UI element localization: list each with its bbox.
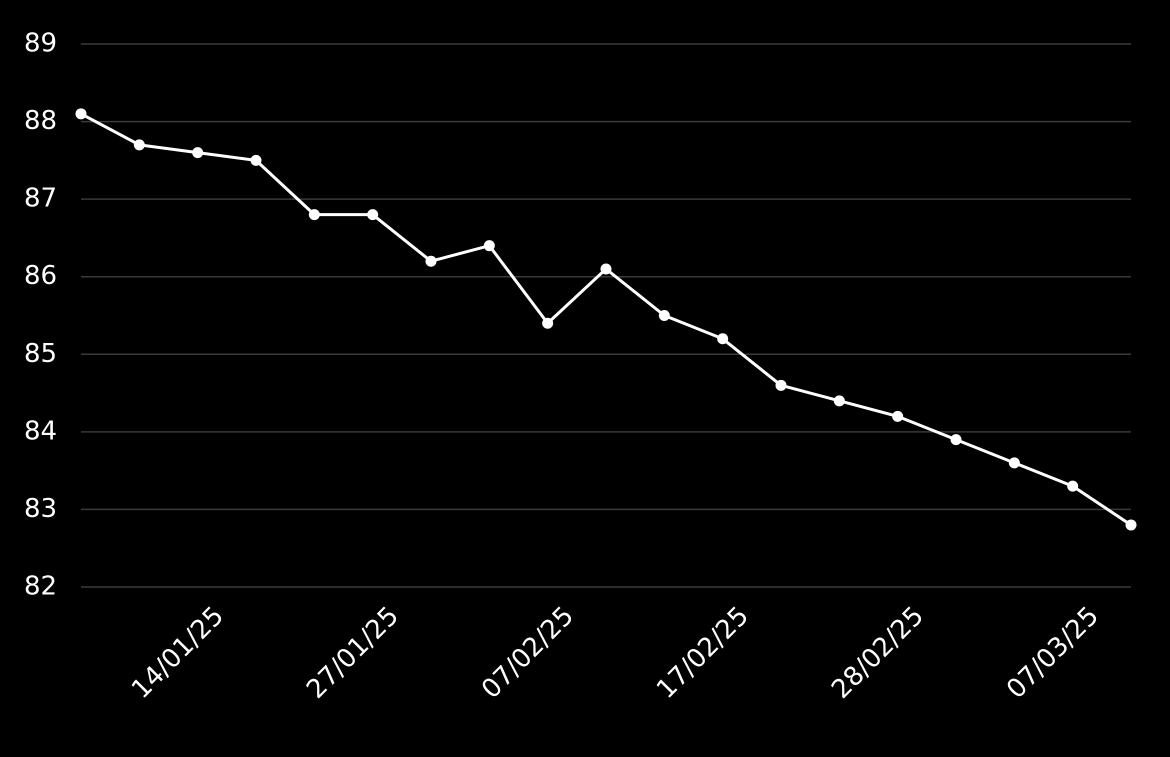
y-tick-label: 88 bbox=[24, 106, 57, 136]
point bbox=[892, 410, 904, 422]
x-tick-label: 27/01/25 bbox=[301, 601, 405, 705]
x-tick-label: 07/03/25 bbox=[1001, 601, 1105, 705]
point bbox=[658, 310, 670, 321]
point bbox=[250, 154, 262, 166]
point bbox=[775, 379, 787, 391]
point bbox=[308, 209, 320, 221]
point bbox=[75, 108, 87, 120]
y-tick-label: 86 bbox=[24, 261, 57, 291]
y-tick-label: 84 bbox=[24, 416, 57, 446]
point bbox=[542, 317, 554, 329]
point bbox=[1008, 457, 1020, 469]
line bbox=[80, 112, 1132, 527]
point bbox=[600, 263, 612, 275]
x-tick-label: 07/02/25 bbox=[476, 601, 580, 705]
point bbox=[367, 209, 379, 221]
y-tick-label: 82 bbox=[24, 572, 57, 602]
x-tick-label: 14/01/25 bbox=[126, 601, 230, 705]
point bbox=[950, 434, 962, 446]
point bbox=[833, 395, 845, 407]
point bbox=[1067, 480, 1079, 492]
point bbox=[717, 333, 729, 345]
y-tick-label: 89 bbox=[24, 29, 57, 59]
point bbox=[425, 255, 437, 267]
x-tick-label: 28/02/25 bbox=[826, 601, 930, 705]
y-tick-label: 83 bbox=[24, 494, 57, 524]
x-tick-label: 17/02/25 bbox=[651, 601, 755, 705]
point bbox=[192, 147, 204, 159]
point bbox=[1125, 519, 1137, 531]
y-tick-label: 85 bbox=[24, 339, 57, 369]
point bbox=[483, 240, 495, 252]
y-tick-label: 87 bbox=[24, 184, 57, 214]
point bbox=[133, 139, 145, 151]
